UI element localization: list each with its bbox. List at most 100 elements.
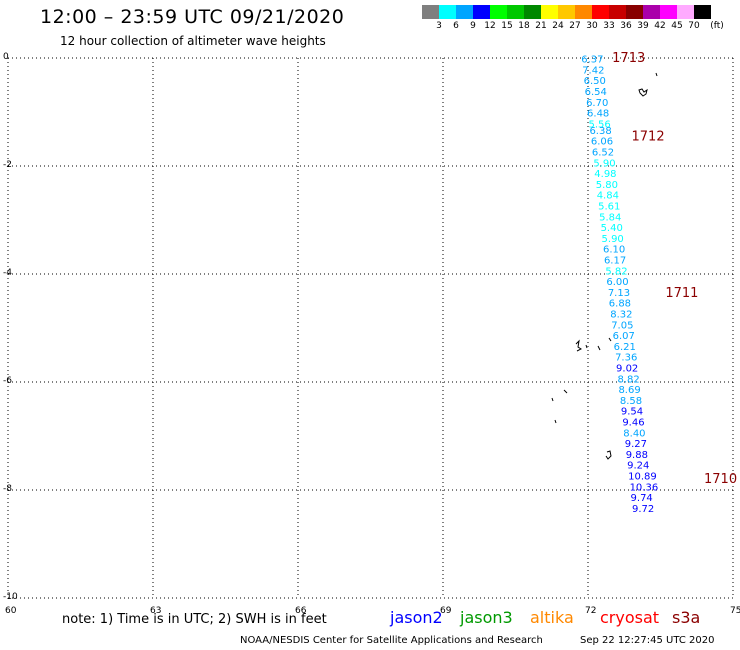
- colorbar-swatch: [660, 5, 677, 19]
- swh-value: 4.98: [594, 169, 616, 180]
- colorbar-label: 30: [586, 21, 598, 31]
- x-tick-label: 66: [295, 606, 307, 616]
- x-tick-label: 63: [150, 606, 161, 616]
- swh-value: 9.24: [627, 461, 649, 472]
- note-text: note: 1) Time is in UTC; 2) SWH is in fe…: [62, 612, 327, 627]
- colorbar-swatch: [558, 5, 575, 19]
- colorbar-label: 15: [501, 21, 513, 31]
- swh-value: 5.82: [605, 266, 627, 277]
- y-tick-label: -2: [3, 160, 12, 170]
- swh-value: 6.52: [592, 148, 614, 159]
- island-outline: [585, 344, 588, 349]
- x-tick-label: 60: [5, 606, 17, 616]
- swh-value: 8.32: [610, 310, 632, 321]
- swh-value: 4.84: [597, 191, 619, 202]
- island-outline: [655, 72, 658, 77]
- swh-value: 6.06: [591, 137, 613, 148]
- axis-tick-labels: 60 63 66 69 72 75 0 -2 -4 -6 -8 -10: [3, 52, 740, 616]
- legend-jason2: jason2: [390, 608, 443, 627]
- pass-time-labels: 1713 1712 1711 1710: [612, 51, 737, 487]
- colorbar-swatch: [575, 5, 592, 19]
- colorbar-swatch: [609, 5, 626, 19]
- colorbar-label: 45: [671, 21, 683, 31]
- swh-value: 9.46: [622, 418, 644, 429]
- swh-value: 6.88: [609, 299, 631, 310]
- swh-value: 7.42: [582, 65, 604, 76]
- colorbar-swatch: [490, 5, 507, 19]
- y-tick-label: 0: [3, 52, 9, 62]
- map-title: 12:00 – 23:59 UTC 09/21/2020: [40, 6, 345, 28]
- x-tick-label: 72: [585, 606, 596, 616]
- swh-value: 10.36: [630, 482, 659, 493]
- colorbar-swatch: [473, 5, 490, 19]
- colorbar-swatch: [592, 5, 609, 19]
- swh-value: 7.13: [608, 288, 630, 299]
- swh-value: 6.54: [585, 87, 607, 98]
- swh-value: 5.80: [596, 180, 618, 191]
- lat-lon-grid: [7, 57, 734, 599]
- swh-value: 5.56: [588, 119, 610, 130]
- swh-value: 10.89: [628, 472, 657, 483]
- legend-altika: altika: [530, 608, 574, 627]
- colorbar-label: 27: [569, 21, 581, 31]
- pass-time-label: 1711: [665, 286, 698, 301]
- swh-value: 5.84: [599, 212, 621, 223]
- colorbar-label: 24: [552, 21, 564, 31]
- swh-value: 6.38: [589, 126, 611, 137]
- swh-value: 6.17: [604, 256, 626, 267]
- swh-value: 9.27: [625, 439, 647, 450]
- colorbar-label: 42: [654, 21, 666, 31]
- island-outline: [563, 389, 568, 394]
- island-outline: [638, 88, 648, 97]
- swh-value: 8.82: [617, 374, 639, 385]
- swh-value: 9.74: [631, 493, 653, 504]
- colorbar-swatch: [626, 5, 643, 19]
- x-tick-label: 75: [730, 606, 740, 616]
- y-tick-label: -8: [3, 484, 12, 494]
- island-outline: [608, 337, 612, 342]
- colorbar-swatch: [524, 5, 541, 19]
- colorbar-label: 12: [484, 21, 496, 31]
- colorbar-label: 36: [620, 21, 632, 31]
- colorbar-swatch: [643, 5, 660, 19]
- colorbar-swatch: [439, 5, 456, 19]
- swh-value: 6.10: [603, 245, 625, 256]
- colorbar-swatch: [422, 5, 439, 19]
- swh-colorbar-labels: 3 6 9 12 15 18 21 24 27 30 33 36 39 42 45 70 (ft): [422, 21, 740, 35]
- swh-value: 5.61: [598, 202, 620, 213]
- y-tick-label: -10: [3, 592, 18, 602]
- swh-value: 6.21: [614, 342, 636, 353]
- swh-value: 6.50: [584, 76, 606, 87]
- pass-time-label: 1713: [612, 51, 645, 66]
- generated-timestamp: Sep 22 12:27:45 UTC 2020: [580, 635, 715, 646]
- colorbar-label: 3: [436, 21, 442, 31]
- swh-value: 8.69: [618, 385, 640, 396]
- swh-value: 6.00: [606, 277, 628, 288]
- colorbar-label: 39: [637, 21, 649, 31]
- swh-track: 6.377.426.506.546.706.485.566.386.066.52…: [581, 55, 658, 515]
- colorbar-label: 21: [535, 21, 547, 31]
- colorbar-swatch: [541, 5, 558, 19]
- island-outline: [575, 339, 582, 352]
- swh-value: 6.70: [586, 98, 608, 109]
- swh-value: 9.54: [621, 407, 643, 418]
- satellite-legend: jason2 jason3 altika cryosat s3a: [0, 608, 740, 630]
- island-outline: [605, 450, 612, 460]
- swh-value: 6.37: [581, 55, 603, 66]
- swh-value: 5.40: [601, 223, 623, 234]
- pass-time-label: 1712: [632, 129, 665, 144]
- swh-value: 9.02: [616, 364, 638, 375]
- island-outline: [551, 397, 554, 402]
- legend-jason3: jason3: [460, 608, 513, 627]
- swh-value: 7.36: [615, 353, 637, 364]
- y-tick-label: -6: [3, 376, 12, 386]
- pass-time-label: 1710: [704, 472, 737, 487]
- swh-value: 8.58: [620, 396, 642, 407]
- y-tick-label: -4: [3, 268, 12, 278]
- colorbar-swatch: [456, 5, 473, 19]
- swh-value: 7.05: [611, 320, 633, 331]
- colorbar-swatch: [694, 5, 711, 19]
- legend-s3a: s3a: [672, 608, 701, 627]
- colorbar-label: 18: [518, 21, 530, 31]
- colorbar-label: 33: [603, 21, 615, 31]
